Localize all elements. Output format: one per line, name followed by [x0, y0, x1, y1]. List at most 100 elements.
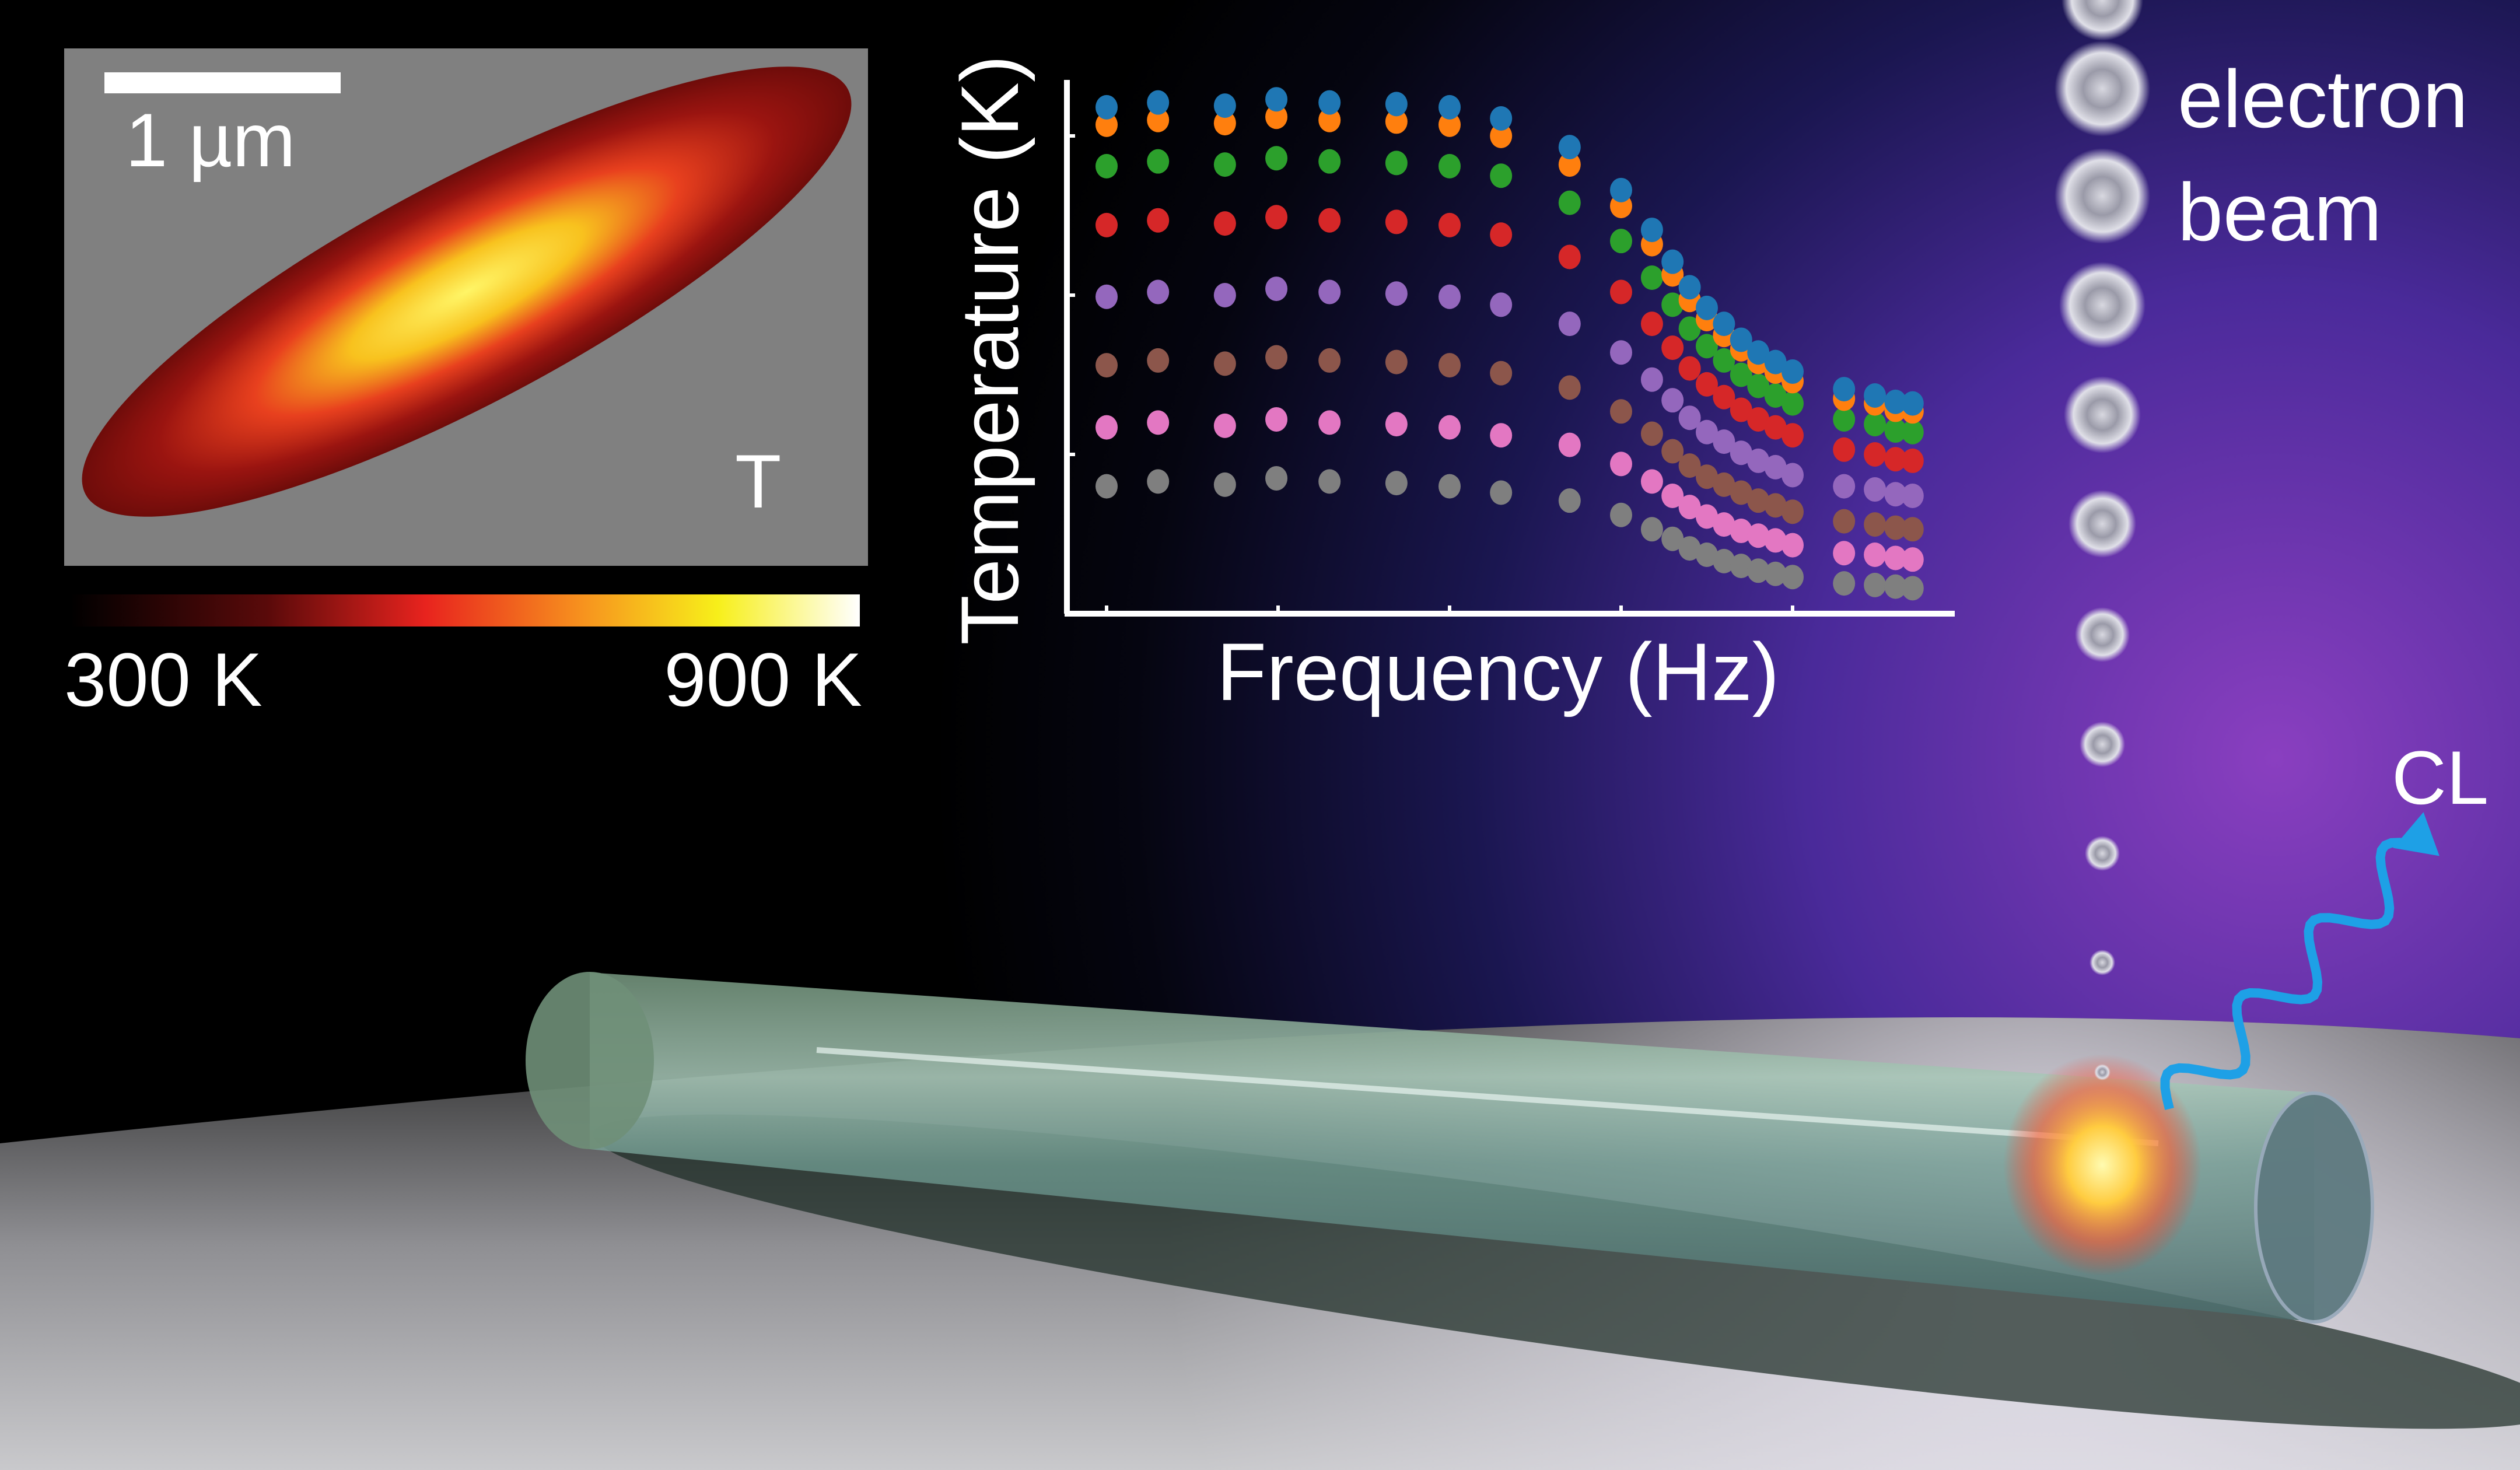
data-point — [1864, 383, 1887, 408]
data-point — [1833, 571, 1856, 596]
data-point — [1558, 375, 1581, 400]
data-point — [1147, 149, 1170, 174]
scale-bar-label: 1 µm — [125, 97, 296, 183]
data-point — [1265, 407, 1288, 432]
data-point — [1696, 464, 1718, 489]
data-point — [1490, 124, 1513, 148]
data-point — [1610, 502, 1632, 527]
data-point — [1558, 488, 1581, 513]
data-point — [1678, 536, 1701, 561]
data-point — [1696, 504, 1718, 529]
data-point — [1385, 92, 1408, 117]
data-point — [1318, 149, 1341, 174]
electron-dot — [2068, 490, 2136, 558]
data-point — [1730, 440, 1752, 466]
data-point — [1385, 412, 1408, 437]
data-point — [1764, 561, 1787, 586]
panel-label-t: T — [735, 439, 781, 524]
data-point — [1730, 362, 1752, 387]
data-point — [1318, 208, 1341, 233]
data-point — [1385, 471, 1408, 496]
data-point — [1782, 463, 1804, 488]
data-point — [1610, 229, 1632, 254]
data-point — [1213, 111, 1236, 136]
data-point — [1901, 419, 1924, 444]
data-point — [1438, 112, 1461, 137]
data-point — [1096, 112, 1118, 137]
data-point — [1747, 558, 1770, 583]
data-point — [1096, 415, 1118, 440]
data-point — [1713, 384, 1735, 410]
data-point — [1764, 493, 1787, 518]
data-point — [1213, 351, 1236, 376]
data-point — [1385, 349, 1408, 374]
data-point — [1747, 448, 1770, 473]
data-point — [1558, 244, 1581, 270]
data-point — [1438, 212, 1461, 237]
data-point — [1640, 218, 1663, 243]
data-point — [1782, 499, 1804, 524]
data-point — [1640, 469, 1663, 494]
data-point — [1833, 437, 1856, 462]
data-point — [1096, 212, 1118, 237]
data-point — [1833, 541, 1856, 566]
cl-label: CL — [2392, 735, 2488, 820]
data-point — [1147, 208, 1170, 233]
data-point — [1747, 340, 1770, 365]
data-point — [1782, 423, 1804, 448]
data-point — [1610, 177, 1632, 202]
data-point — [1884, 389, 1907, 414]
data-point — [1265, 146, 1288, 171]
data-point — [1864, 512, 1887, 537]
data-point — [1901, 576, 1924, 601]
data-point — [1713, 312, 1735, 337]
data-point — [1438, 284, 1461, 309]
data-point — [1610, 279, 1632, 304]
data-point — [1713, 548, 1735, 573]
data-point — [1864, 477, 1887, 502]
data-point — [1265, 466, 1288, 491]
data-point — [1265, 276, 1288, 302]
data-point — [1558, 312, 1581, 337]
data-point — [1490, 163, 1513, 188]
data-point — [1884, 482, 1907, 507]
data-point — [1864, 442, 1887, 467]
data-points — [1096, 87, 1924, 601]
data-point — [1318, 107, 1341, 132]
data-point — [1901, 483, 1924, 508]
data-point — [1713, 512, 1735, 537]
data-point — [1438, 153, 1461, 178]
data-point — [1385, 281, 1408, 306]
data-point — [1096, 94, 1118, 120]
data-point — [1318, 469, 1341, 494]
electron-dot — [2064, 376, 2141, 453]
data-point — [1747, 523, 1770, 548]
nanowire-reflection — [816, 1047, 2159, 1146]
data-point — [1147, 90, 1170, 115]
data-point — [1640, 517, 1663, 542]
data-point — [1096, 153, 1118, 178]
data-point — [1730, 327, 1752, 352]
data-point — [1901, 391, 1924, 416]
data-point — [1265, 345, 1288, 370]
data-point — [1490, 480, 1513, 505]
data-point — [1713, 348, 1735, 373]
data-point — [1318, 279, 1341, 304]
data-point — [1713, 429, 1735, 454]
data-point — [1764, 454, 1787, 480]
data-point — [1213, 93, 1236, 118]
data-point — [1661, 249, 1684, 274]
data-point — [1696, 542, 1718, 567]
data-point — [1640, 367, 1663, 392]
electron-dot — [2085, 836, 2120, 871]
data-point — [1640, 421, 1663, 446]
colorbar-max-label: 900 K — [664, 637, 862, 722]
data-point — [1147, 279, 1170, 304]
data-point — [1661, 439, 1684, 464]
data-point — [1640, 265, 1663, 290]
data-point — [1661, 335, 1684, 360]
data-point — [1864, 542, 1887, 567]
data-point — [1730, 519, 1752, 544]
data-point — [1385, 209, 1408, 235]
data-point — [1558, 432, 1581, 457]
